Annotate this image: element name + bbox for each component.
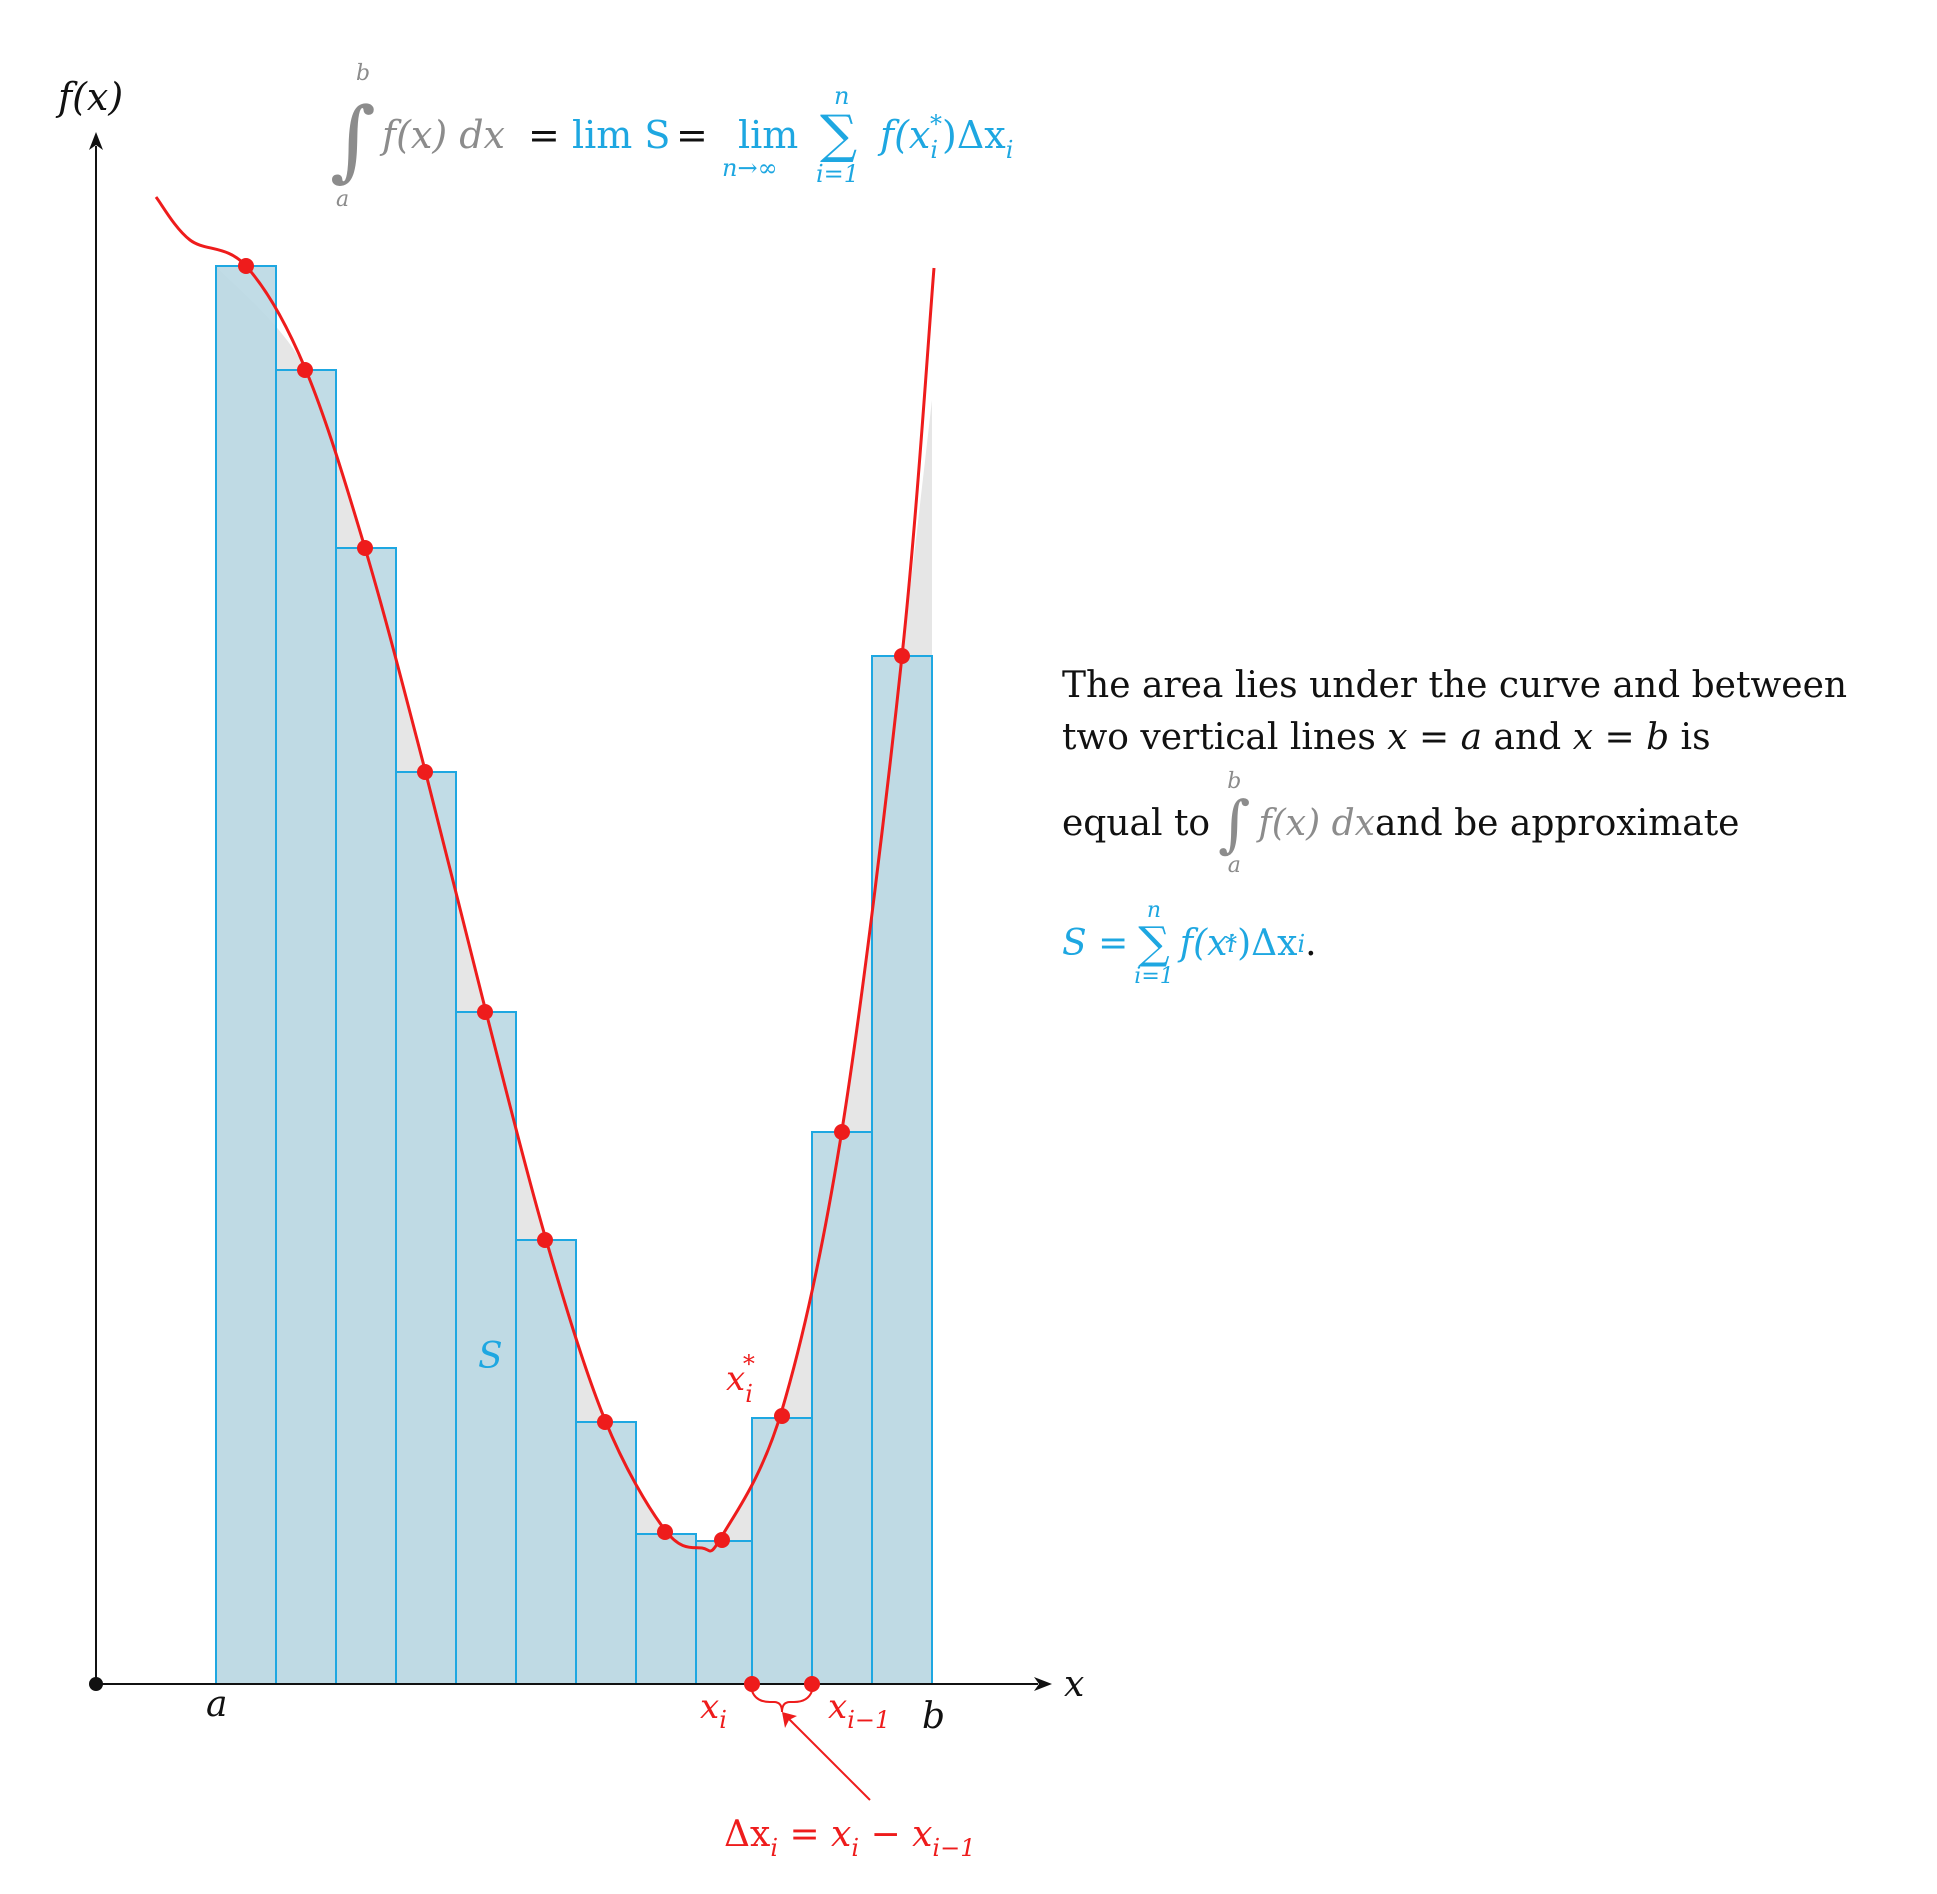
equals-2: = xyxy=(676,113,708,157)
description-line-1: The area lies under the curve and betwee… xyxy=(1062,660,1862,712)
sample-point xyxy=(477,1004,493,1020)
description-line-2: two vertical lines x = a and x = b is xyxy=(1062,712,1862,764)
riemann-rectangle xyxy=(811,1131,873,1685)
inline-int-sign: ∫ xyxy=(1218,787,1251,860)
sum-upper-limit: n xyxy=(834,82,849,110)
sample-point xyxy=(297,362,313,378)
inline-int-upper: b xyxy=(1227,769,1242,794)
sum-lower-limit: i=1 xyxy=(816,160,859,188)
sample-point xyxy=(894,648,910,664)
delta-brace xyxy=(751,1690,813,1713)
origin-dot-icon xyxy=(89,1677,103,1691)
sample-point xyxy=(417,764,433,780)
line2-eq1: = xyxy=(1407,717,1461,758)
x-im1-point xyxy=(804,1676,820,1692)
inline-sum: n ∑ i=1 xyxy=(1134,900,1173,988)
integrand: f(x) dx xyxy=(379,113,505,157)
line3-tail: and be approximate xyxy=(1374,803,1740,844)
description-text: The area lies under the curve and betwee… xyxy=(1062,660,1862,1004)
line2-b: b xyxy=(1646,717,1670,758)
description-line-4: S = n ∑ i=1 f(x i *)Δx i. xyxy=(1062,884,1862,1004)
riemann-rectangle xyxy=(575,1421,637,1685)
line3-integrand: f(x) dx xyxy=(1258,803,1375,844)
a-label: a xyxy=(206,1684,227,1725)
riemann-rectangle xyxy=(871,655,933,1685)
arrowhead-icon xyxy=(782,1712,797,1728)
integral-upper-limit: b xyxy=(356,61,370,86)
line2-is: is xyxy=(1669,717,1711,758)
x-axis-label: x xyxy=(1064,1664,1084,1705)
inline-sum-sign: ∑ xyxy=(1138,918,1170,969)
sample-point xyxy=(657,1524,673,1540)
line2-and: and xyxy=(1482,717,1573,758)
line3-text: equal to xyxy=(1062,803,1211,844)
inline-sum-lower: i=1 xyxy=(1134,964,1174,989)
line2-x2: x xyxy=(1572,717,1593,758)
lim-s: lim S xyxy=(572,113,670,157)
y-axis-label: f(x) xyxy=(55,75,123,119)
riemann-rectangle xyxy=(395,771,457,1685)
riemann-rectangle xyxy=(275,369,337,1685)
sum-sign: ∑ xyxy=(820,105,857,165)
sample-point xyxy=(774,1408,790,1424)
riemann-rectangle xyxy=(695,1540,753,1685)
sample-points xyxy=(238,258,910,1548)
integral-sign: ∫ xyxy=(330,88,376,191)
b-label: b xyxy=(922,1696,945,1737)
arrowhead-up-icon xyxy=(89,132,103,150)
description-line-3: equal to b ∫ a f(x) dx and be approximat… xyxy=(1062,764,1862,884)
line2-a: a xyxy=(1460,717,1483,758)
inline-sum-upper: n xyxy=(1146,898,1162,923)
sample-point xyxy=(597,1414,613,1430)
integral-lower-limit: a xyxy=(336,187,349,212)
line4-s: S = xyxy=(1062,923,1129,964)
line4-sup: * xyxy=(1225,930,1238,958)
s-label: S xyxy=(478,1336,503,1377)
riemann-rectangle xyxy=(751,1417,813,1685)
function-curve xyxy=(154,196,936,1553)
line2-text: two vertical lines xyxy=(1062,717,1388,758)
x-i-point xyxy=(744,1676,760,1692)
summand: f(xi*)Δxi xyxy=(877,110,1013,164)
delta-x-equation: Δxi = xi − xi−1 xyxy=(724,1814,975,1862)
sample-point xyxy=(537,1232,553,1248)
equals-1: = xyxy=(528,113,560,157)
line2-x1: x xyxy=(1387,717,1408,758)
sample-point xyxy=(714,1532,730,1548)
sample-point xyxy=(834,1124,850,1140)
integral-formula: b ∫ a f(x) dx = lim S = lim n→∞ n ∑ i=1 … xyxy=(330,61,1013,212)
sample-point xyxy=(238,258,254,274)
delta-pointer-line xyxy=(787,1717,871,1801)
line2-eq2: = xyxy=(1593,717,1647,758)
line4-tail: )Δx xyxy=(1237,923,1298,964)
arrowhead-right-icon xyxy=(1034,1677,1052,1691)
inline-integral: b ∫ a xyxy=(1218,771,1250,877)
line4-summand: f(x xyxy=(1179,923,1228,964)
lim-word: lim xyxy=(738,113,798,157)
riemann-rectangle xyxy=(335,547,397,1685)
riemann-rectangle xyxy=(215,265,277,1685)
x-im1-label: xi−1 xyxy=(828,1687,890,1734)
inline-int-lower: a xyxy=(1227,853,1241,878)
x-star-label: xi* xyxy=(726,1350,755,1408)
line4-tail-sub: i xyxy=(1297,930,1306,958)
x-i-label: xi xyxy=(700,1687,727,1734)
riemann-rectangles xyxy=(215,265,933,1685)
line4-end: . xyxy=(1305,923,1317,964)
riemann-rectangle xyxy=(635,1533,697,1685)
description-line-1-text: The area lies under the curve and betwee… xyxy=(1062,665,1848,706)
line4-sub: i xyxy=(1227,930,1236,958)
sample-point xyxy=(357,540,373,556)
lim-subscript: n→∞ xyxy=(722,154,778,182)
